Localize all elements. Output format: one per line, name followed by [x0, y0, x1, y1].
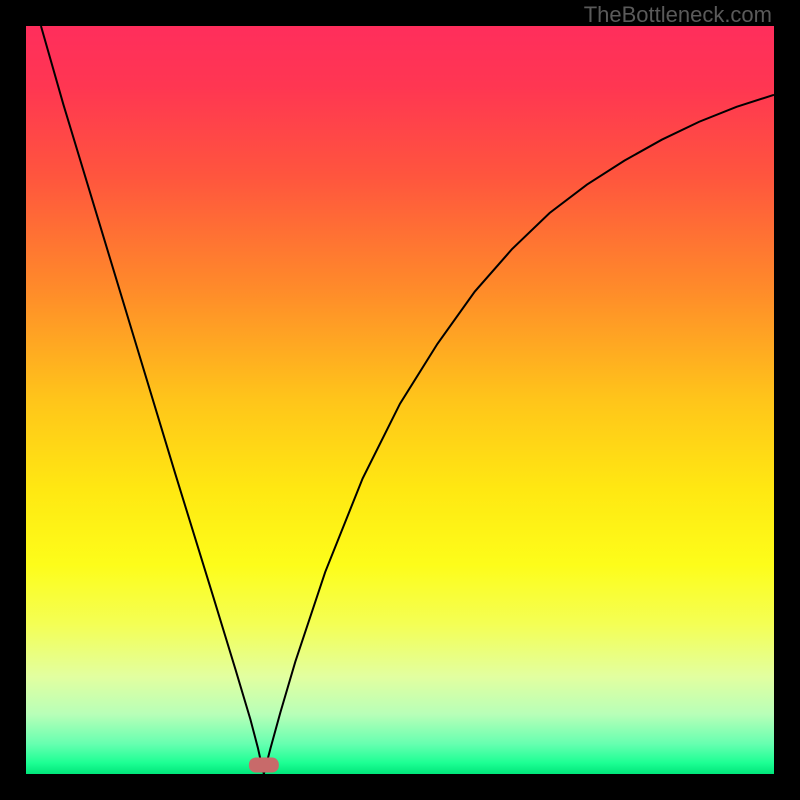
chart-background [26, 26, 774, 774]
optimal-marker [249, 758, 279, 773]
frame-border-bottom [0, 774, 800, 800]
frame-border-left [0, 0, 26, 800]
chart-svg [26, 26, 774, 774]
attribution-text: TheBottleneck.com [584, 2, 772, 28]
frame-border-right [774, 0, 800, 800]
chart-frame: TheBottleneck.com [0, 0, 800, 800]
plot-area [26, 26, 774, 774]
